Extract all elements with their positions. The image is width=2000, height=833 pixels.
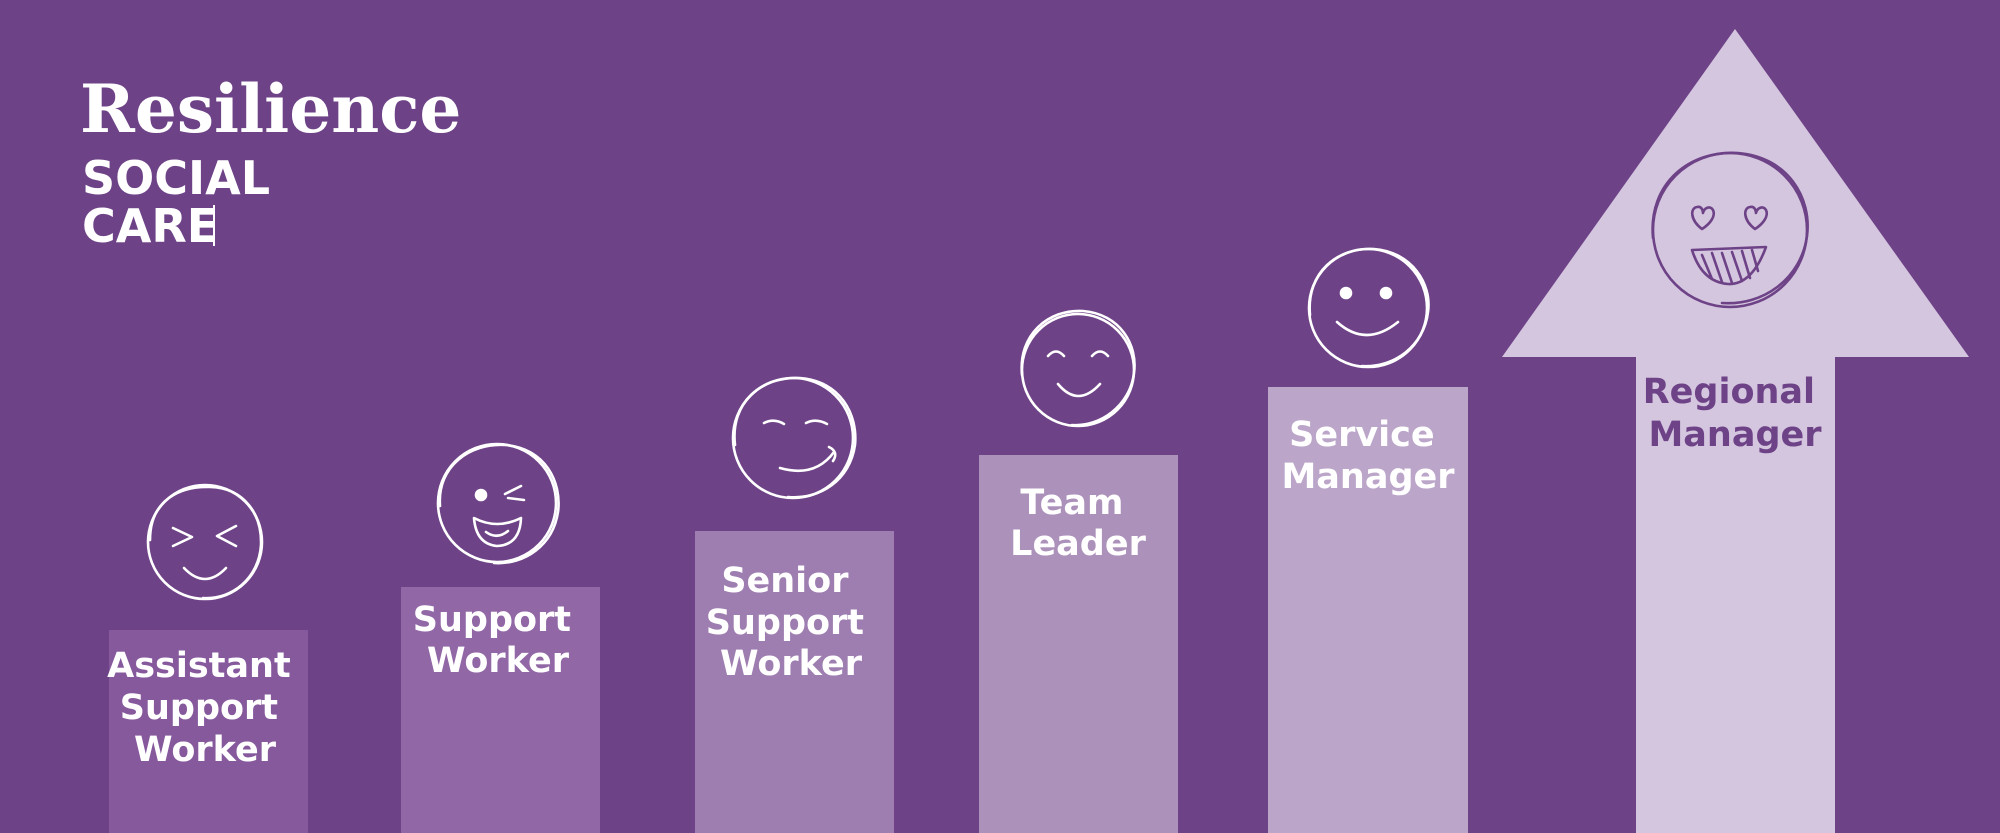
step-bar	[401, 587, 600, 833]
step-label: Assistant Support Worker	[107, 646, 303, 770]
logo-title: Resilience	[80, 70, 461, 148]
resilience-logo: Resilience SOCIAL CARE	[80, 70, 461, 253]
step-service-manager: Service Manager	[1268, 247, 1468, 833]
step-label: Regional Manager	[1643, 372, 1828, 455]
step-regional-manager: Regional Manager	[1502, 29, 1969, 833]
smile-face-icon	[1307, 247, 1430, 369]
happy-face-icon	[1020, 309, 1136, 428]
step-bar	[109, 630, 308, 833]
logo-subtitle-line2: CARE	[82, 199, 218, 253]
step-team-leader: Team Leader	[979, 309, 1178, 833]
step-bar	[979, 455, 1178, 833]
step-support-worker: Support Worker	[401, 442, 600, 833]
step-bar	[695, 531, 894, 833]
step-label: Support Worker	[413, 600, 583, 681]
step-assistant-support-worker: Assistant Support Worker	[107, 483, 308, 833]
step-senior-support-worker: Senior Support Worker	[695, 376, 894, 833]
smirk-face-icon	[731, 376, 857, 500]
upward-arrow	[1502, 29, 1969, 833]
step-bar	[1268, 387, 1468, 833]
step-label: Senior Support Worker	[706, 561, 876, 684]
step-label: Service Manager	[1281, 415, 1455, 497]
heart-eyes-face-icon	[1651, 151, 1809, 309]
logo-subtitle-line1: SOCIAL	[82, 151, 270, 205]
step-label: Team Leader	[1010, 483, 1146, 564]
wink-tongue-face-icon	[436, 442, 560, 565]
squint-laugh-face-icon	[146, 483, 264, 601]
